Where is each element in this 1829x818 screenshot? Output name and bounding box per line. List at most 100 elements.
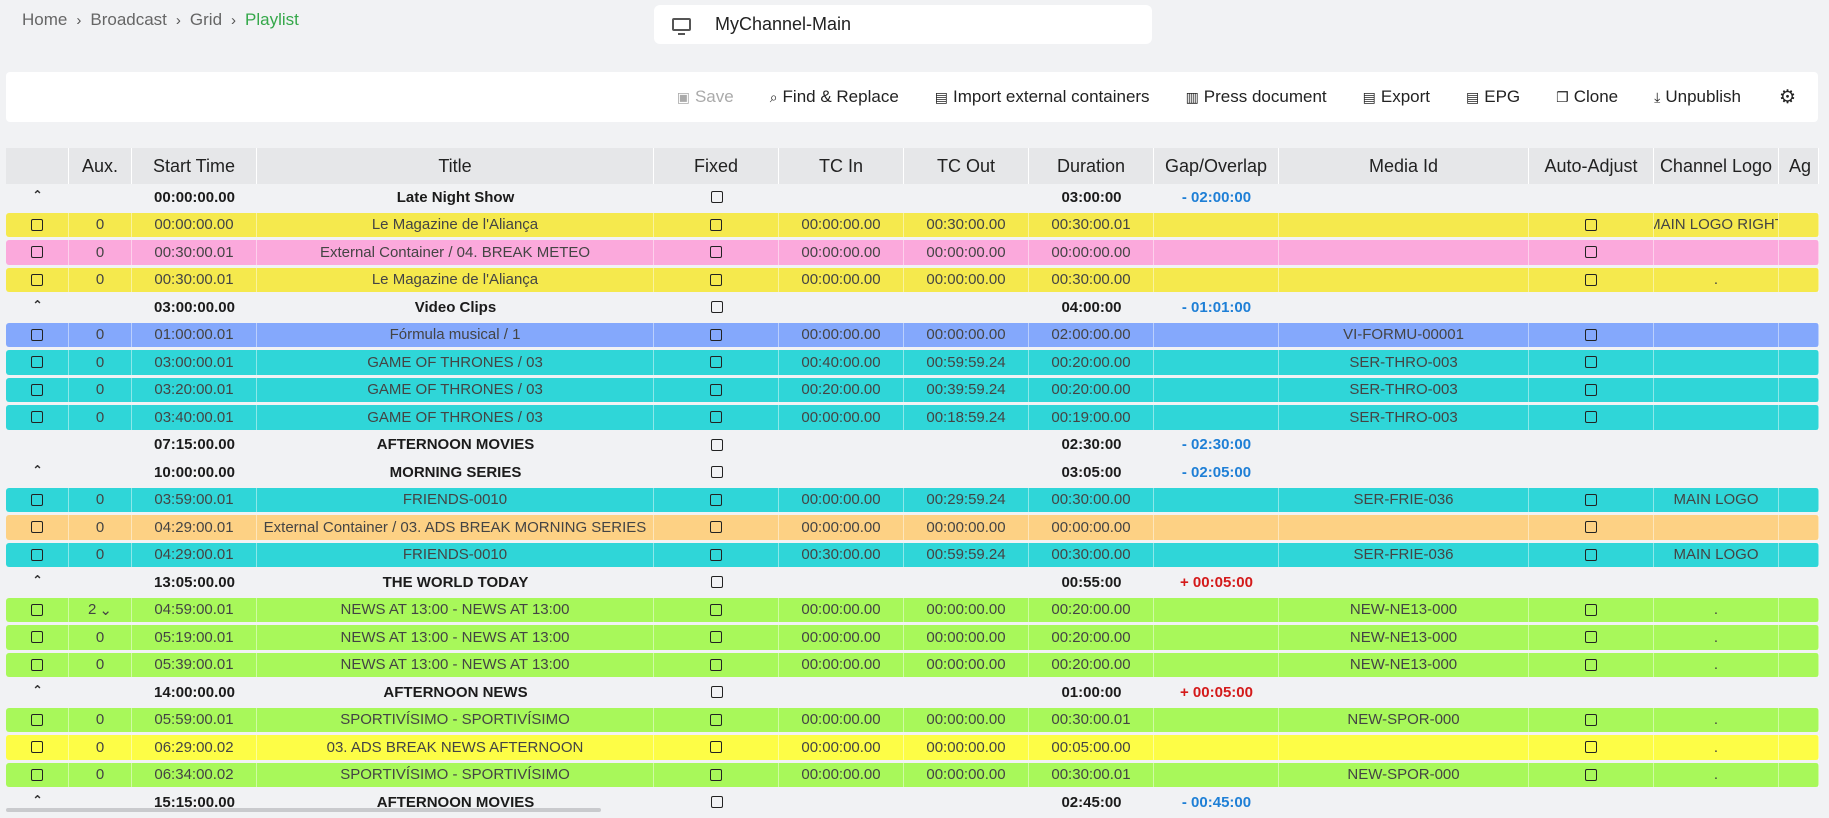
horizontal-scrollbar[interactable]: [6, 808, 601, 812]
column-header-auto-adjust[interactable]: Auto-Adjust: [1529, 148, 1654, 184]
expand-cell[interactable]: ⌃: [6, 790, 69, 815]
row-checkbox[interactable]: [31, 631, 43, 644]
auto-adjust-checkbox[interactable]: [1585, 356, 1597, 369]
breadcrumb-broadcast[interactable]: Broadcast: [90, 10, 167, 29]
save-button[interactable]: ▣ Save: [677, 87, 734, 107]
row-checkbox[interactable]: [31, 493, 43, 506]
column-header-tc-out[interactable]: TC Out: [904, 148, 1029, 184]
fixed-checkbox[interactable]: [710, 301, 723, 314]
column-header-fixed[interactable]: Fixed: [654, 148, 779, 184]
column-header-ag[interactable]: Ag: [1779, 148, 1819, 184]
auto-adjust-checkbox[interactable]: [1585, 548, 1597, 561]
group-row[interactable]: ⌃ 10:00:00.00 MORNING SERIES 03:05:00 - 02:0…: [6, 460, 1819, 485]
auto-adjust-checkbox[interactable]: [1585, 246, 1597, 259]
fixed-checkbox[interactable]: [710, 493, 722, 506]
row-checkbox[interactable]: [31, 548, 43, 561]
unpublish-button[interactable]: ⤓ Unpublish: [1654, 87, 1741, 107]
playlist-item-row[interactable]: 0 05:39:00.01 NEWS AT 13:00 - NEWS AT 13:0…: [6, 652, 1819, 677]
auto-adjust-checkbox[interactable]: [1585, 411, 1597, 424]
fixed-checkbox[interactable]: [710, 548, 722, 561]
export-button[interactable]: ▤ Export: [1363, 87, 1430, 107]
fixed-checkbox[interactable]: [710, 328, 722, 341]
row-checkbox[interactable]: [31, 328, 43, 341]
fixed-checkbox[interactable]: [710, 768, 722, 781]
row-checkbox[interactable]: [31, 356, 43, 369]
aux-cell[interactable]: 2 ⌄: [69, 597, 132, 622]
row-checkbox[interactable]: [31, 273, 43, 286]
playlist-item-row[interactable]: 0 06:34:00.02 SPORTIVÍSIMO - SPORTIVÍSIMO 0…: [6, 762, 1819, 787]
row-checkbox[interactable]: [31, 741, 43, 754]
expand-cell[interactable]: ⌃: [6, 570, 69, 595]
auto-adjust-checkbox[interactable]: [1585, 631, 1597, 644]
auto-adjust-checkbox[interactable]: [1585, 713, 1597, 726]
chevron-up-icon[interactable]: ⌃: [32, 298, 43, 313]
chevron-up-icon[interactable]: ⌃: [32, 463, 43, 478]
fixed-checkbox[interactable]: [710, 383, 722, 396]
row-checkbox[interactable]: [31, 411, 43, 424]
playlist-item-row[interactable]: 0 03:40:00.01 GAME OF THRONES / 03 00:00:00…: [6, 405, 1819, 430]
playlist-item-row[interactable]: 0 05:59:00.01 SPORTIVÍSIMO - SPORTIVÍSIMO 0…: [6, 707, 1819, 732]
auto-adjust-checkbox[interactable]: [1585, 768, 1597, 781]
group-row[interactable]: ⌃ 14:00:00.00 AFTERNOON NEWS 01:00:00 + 00:0…: [6, 680, 1819, 705]
auto-adjust-checkbox[interactable]: [1585, 493, 1597, 506]
playlist-item-row[interactable]: 0 03:20:00.01 GAME OF THRONES / 03 00:20:00…: [6, 377, 1819, 402]
row-checkbox[interactable]: [31, 246, 43, 259]
auto-adjust-checkbox[interactable]: [1585, 328, 1597, 341]
row-checkbox[interactable]: [31, 383, 43, 396]
playlist-item-row[interactable]: 0 00:30:00.01 Le Magazine de l'Aliança 00:0…: [6, 267, 1819, 292]
row-checkbox[interactable]: [31, 521, 43, 534]
column-header-select[interactable]: [6, 148, 69, 184]
auto-adjust-checkbox[interactable]: [1585, 741, 1597, 754]
fixed-checkbox[interactable]: [710, 686, 723, 699]
column-header-aux[interactable]: Aux.: [69, 148, 132, 184]
playlist-item-row[interactable]: 2 ⌄ 04:59:00.01 NEWS AT 13:00 - NEWS AT 13:…: [6, 597, 1819, 622]
fixed-checkbox[interactable]: [710, 741, 722, 754]
fixed-checkbox[interactable]: [710, 713, 722, 726]
fixed-checkbox[interactable]: [710, 273, 722, 286]
auto-adjust-checkbox[interactable]: [1585, 603, 1597, 616]
channel-selector[interactable]: MyChannel-Main: [654, 5, 1152, 44]
chevron-up-icon[interactable]: ⌃: [32, 793, 43, 808]
group-row[interactable]: ⌃ 00:00:00.00 Late Night Show 03:00:00 - 02:…: [6, 185, 1819, 210]
aux-dropdown[interactable]: 2 ⌄: [88, 601, 112, 619]
epg-button[interactable]: ▤ EPG: [1466, 87, 1520, 107]
playlist-item-row[interactable]: 0 01:00:00.01 Fórmula musical / 1 00:00:00.…: [6, 322, 1819, 347]
auto-adjust-checkbox[interactable]: [1585, 521, 1597, 534]
press-document-button[interactable]: ▥ Press document: [1186, 87, 1327, 107]
row-checkbox[interactable]: [31, 713, 43, 726]
playlist-item-row[interactable]: 0 03:00:00.01 GAME OF THRONES / 03 00:40:00…: [6, 350, 1819, 375]
fixed-checkbox[interactable]: [710, 796, 723, 809]
playlist-item-row[interactable]: 0 06:29:00.02 03. ADS BREAK NEWS AFTERNOON…: [6, 735, 1819, 760]
column-header-channel-logo[interactable]: Channel Logo: [1654, 148, 1779, 184]
column-header-gap-overlap[interactable]: Gap/Overlap: [1154, 148, 1279, 184]
auto-adjust-checkbox[interactable]: [1585, 218, 1597, 231]
find-replace-button[interactable]: ⌕ Find & Replace: [770, 87, 899, 107]
fixed-checkbox[interactable]: [710, 246, 722, 259]
row-checkbox[interactable]: [31, 658, 43, 671]
fixed-checkbox[interactable]: [710, 658, 722, 671]
playlist-item-row[interactable]: 0 04:29:00.01 External Container / 03. ADS…: [6, 515, 1819, 540]
breadcrumb-home[interactable]: Home: [22, 10, 68, 29]
expand-cell[interactable]: ⌃: [6, 295, 69, 320]
expand-cell[interactable]: ⌃: [6, 460, 69, 485]
fixed-checkbox[interactable]: [710, 603, 722, 616]
column-header-title[interactable]: Title: [257, 148, 654, 184]
playlist-item-row[interactable]: 0 05:19:00.01 NEWS AT 13:00 - NEWS AT 13:0…: [6, 625, 1819, 650]
playlist-item-row[interactable]: 0 00:00:00.00 Le Magazine de l'Aliança 00:0…: [6, 212, 1819, 237]
row-checkbox[interactable]: [31, 603, 43, 616]
group-row[interactable]: 07:15:00.00 AFTERNOON MOVIES 02:30:00 - 02:…: [6, 433, 1819, 458]
chevron-up-icon[interactable]: ⌃: [32, 683, 43, 698]
expand-cell[interactable]: ⌃: [6, 680, 69, 705]
fixed-checkbox[interactable]: [710, 438, 723, 451]
settings-button[interactable]: ⚙: [1779, 86, 1796, 109]
fixed-checkbox[interactable]: [710, 191, 723, 204]
row-checkbox[interactable]: [31, 768, 43, 781]
auto-adjust-checkbox[interactable]: [1585, 658, 1597, 671]
chevron-up-icon[interactable]: ⌃: [32, 188, 43, 203]
chevron-up-icon[interactable]: ⌃: [32, 573, 43, 588]
playlist-item-row[interactable]: 0 04:29:00.01 FRIENDS-0010 00:30:00.00 00:59…: [6, 542, 1819, 567]
breadcrumb-grid[interactable]: Grid: [189, 10, 223, 29]
group-row[interactable]: ⌃ 03:00:00.00 Video Clips 04:00:00 - 01:01:0…: [6, 295, 1819, 320]
auto-adjust-checkbox[interactable]: [1585, 383, 1597, 396]
expand-cell[interactable]: ⌃: [6, 185, 69, 210]
